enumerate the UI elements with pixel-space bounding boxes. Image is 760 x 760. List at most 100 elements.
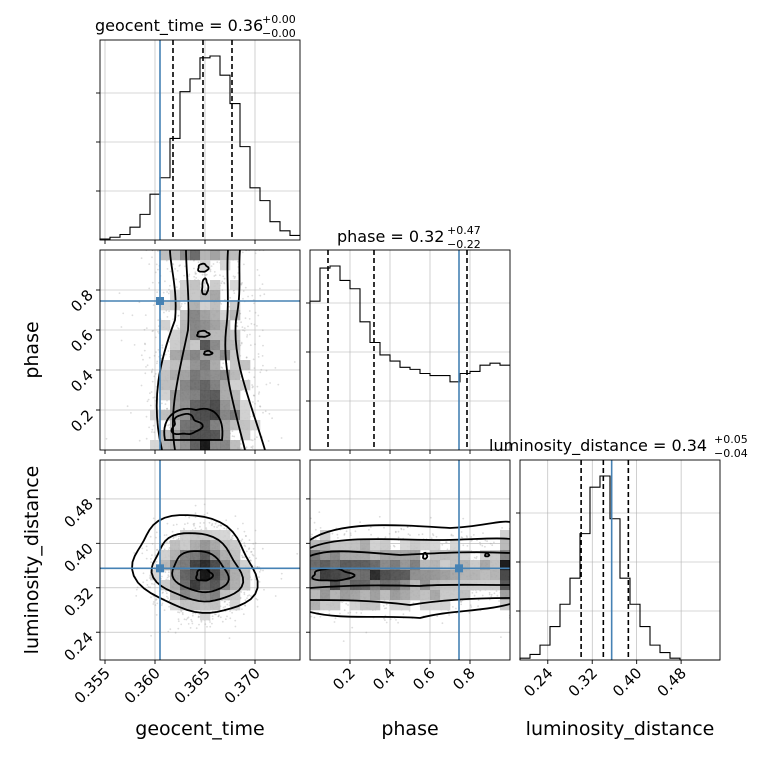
density-cell: [210, 300, 221, 311]
sample-point: [183, 618, 186, 621]
density-cell: [180, 390, 191, 401]
density-cell: [190, 370, 201, 381]
density-cell: [160, 440, 171, 450]
density-cell: [170, 340, 181, 351]
sample-point: [243, 591, 246, 594]
sample-point: [232, 534, 235, 537]
sample-point: [209, 625, 212, 628]
sample-point: [154, 336, 157, 339]
sample-point: [195, 627, 198, 630]
sample-point: [105, 437, 108, 440]
density-cell: [210, 310, 221, 321]
sample-point: [144, 342, 146, 345]
sample-point: [211, 523, 214, 525]
sample-point: [269, 382, 271, 384]
sample-point: [208, 521, 211, 524]
sample-point: [167, 574, 170, 576]
density-cell: [160, 300, 171, 311]
sample-point: [218, 614, 220, 617]
density-cell: [170, 250, 181, 261]
sample-point: [163, 534, 166, 537]
title-geocent-time: geocent_time = 0.36: [95, 16, 263, 36]
sample-point: [241, 251, 244, 254]
sample-point: [204, 274, 207, 276]
sample-point: [240, 447, 243, 450]
sample-point: [256, 385, 259, 388]
sample-point: [243, 263, 245, 266]
sample-point: [246, 595, 249, 597]
sample-point: [243, 327, 246, 329]
sample-point: [215, 613, 217, 616]
sample-point: [250, 551, 252, 553]
sample-point: [254, 402, 256, 405]
sample-point: [221, 289, 224, 291]
sample-point: [156, 602, 159, 605]
sample-point: [163, 548, 166, 551]
sample-point: [213, 525, 216, 528]
sample-point: [181, 613, 184, 616]
sample-point: [259, 287, 261, 290]
sample-point: [151, 380, 154, 383]
density-cell: [230, 440, 241, 450]
sample-point: [148, 426, 151, 429]
density-cell: [180, 280, 191, 291]
sample-point: [166, 595, 168, 598]
sample-point: [142, 572, 145, 575]
sample-point: [191, 614, 194, 617]
sample-point: [131, 314, 134, 317]
sample-point: [177, 535, 180, 538]
sample-point: [161, 346, 164, 349]
sample-point: [221, 280, 224, 283]
density-cell: [180, 380, 191, 391]
density-cell: [170, 370, 181, 381]
sample-point: [259, 405, 261, 407]
sample-point: [230, 538, 233, 540]
sample-point: [256, 598, 259, 601]
sample-point: [163, 609, 166, 612]
contour-level-1: [172, 250, 246, 450]
sample-point: [151, 554, 153, 556]
sample-point: [243, 556, 246, 559]
sample-point: [224, 600, 227, 603]
sample-point: [254, 542, 257, 545]
sample-point: [166, 407, 168, 410]
sample-point: [256, 269, 259, 271]
sample-point: [154, 554, 157, 557]
sample-point: [188, 273, 191, 276]
sample-point: [156, 548, 159, 551]
sample-point: [223, 282, 226, 285]
sample-point: [251, 384, 254, 386]
sample-point: [258, 274, 261, 277]
ytick-label-2: 0.6: [67, 326, 97, 356]
sample-point: [245, 446, 248, 449]
sample-point: [152, 329, 155, 332]
sample-point: [149, 535, 152, 538]
sample-point: [150, 371, 153, 374]
density-content: [100, 250, 300, 450]
sample-point: [192, 612, 194, 615]
sample-point: [210, 265, 213, 267]
sample-point: [156, 362, 158, 365]
sample-point: [214, 274, 217, 277]
sample-point: [150, 558, 152, 560]
sample-point: [145, 545, 148, 548]
sample-point: [156, 360, 159, 363]
ylabel-phase: phase: [21, 321, 43, 378]
sample-point: [262, 411, 264, 414]
sample-point: [191, 620, 193, 623]
sample-point: [231, 537, 234, 540]
sample-point: [203, 514, 206, 516]
density-cell: [190, 320, 201, 331]
title-luminosity-distance-plus: +0.05: [714, 433, 748, 446]
axes-frame: [309, 249, 511, 451]
axes-frame: [99, 39, 301, 241]
density-cell: [220, 440, 231, 450]
density-cell: [210, 280, 221, 291]
sample-point: [151, 281, 154, 284]
hist-panel-geocent-time: [96, 39, 301, 244]
sample-point: [274, 367, 277, 369]
sample-point: [166, 541, 168, 544]
density-cell: [160, 370, 171, 381]
sample-point: [175, 278, 178, 281]
sample-point: [240, 342, 243, 345]
